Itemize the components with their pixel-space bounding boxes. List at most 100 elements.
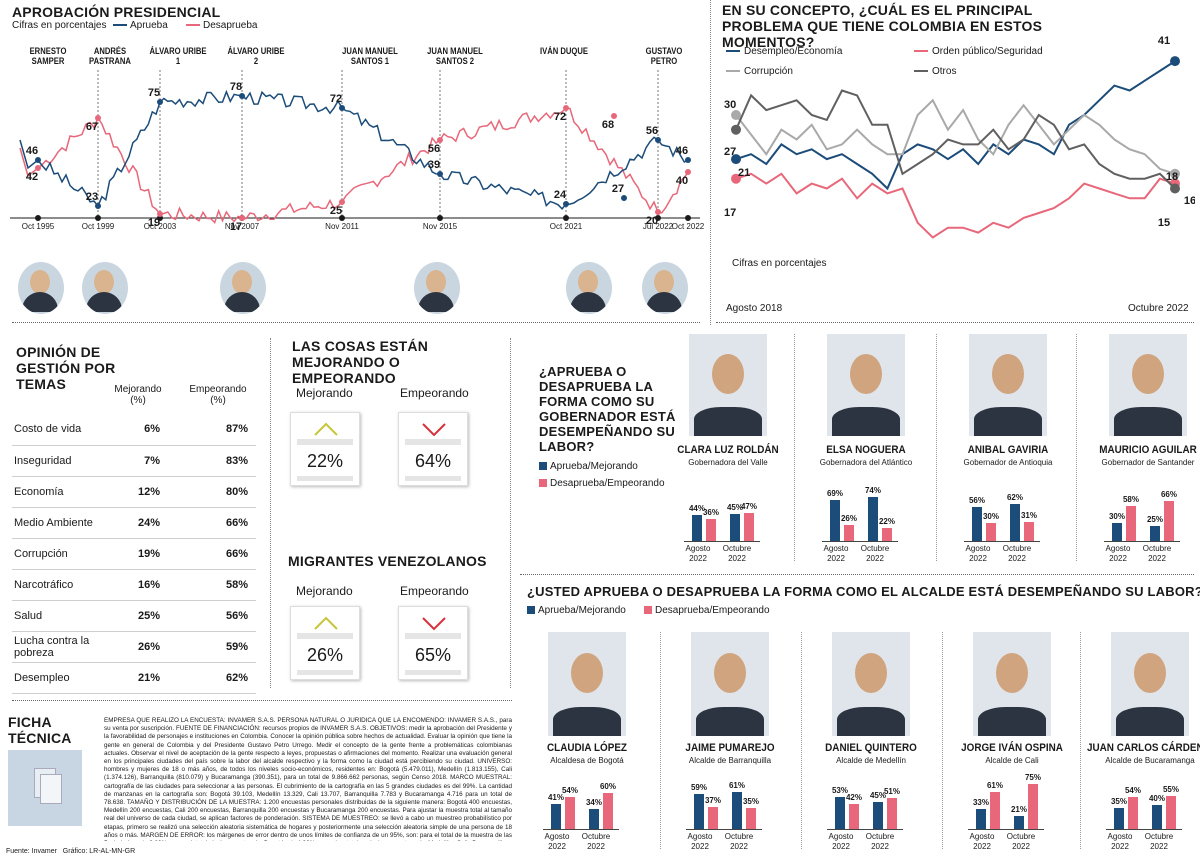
series-line-approve	[19, 89, 689, 211]
bar-value: 37%	[704, 795, 721, 805]
approval-legend-approve: Aprueba	[113, 20, 168, 31]
approve-bar	[1152, 805, 1162, 829]
approve-bar	[868, 496, 878, 541]
data-point	[563, 105, 569, 111]
suit-shape	[86, 292, 122, 312]
suit-shape	[224, 292, 260, 312]
suit-shape	[570, 292, 606, 312]
bar-value: 45%	[869, 791, 886, 800]
bar-baseline	[822, 541, 898, 542]
series-start-dot	[731, 154, 741, 165]
bar-x-label: Octubre 2022	[1144, 832, 1174, 851]
face-shape	[992, 354, 1024, 395]
suit-shape	[832, 407, 900, 436]
column-divider	[794, 334, 795, 561]
bar-x-label: Octubre 2022	[1006, 832, 1036, 851]
bar-value: 47%	[740, 501, 757, 511]
face-shape	[426, 270, 446, 294]
legend-label: Orden público/Seguridad	[932, 46, 1043, 57]
approve-bar	[589, 808, 599, 829]
data-point	[621, 195, 627, 201]
migrants-mej-box: 26%	[290, 606, 360, 680]
issue-worsening: 66%	[172, 538, 256, 570]
bar-value: 26%	[840, 514, 857, 524]
things-emp-value: 64%	[414, 451, 452, 471]
bar-value: 55%	[1162, 785, 1179, 794]
things-mej-box: 22%	[290, 412, 360, 486]
issue-worsening: 83%	[172, 445, 256, 477]
bar-value: 59%	[690, 782, 707, 792]
problem-series-line	[735, 172, 1176, 239]
data-point	[339, 105, 345, 111]
bar-x-label: Octubre 2022	[722, 544, 752, 563]
face-shape	[1132, 354, 1164, 395]
bar-value: 54%	[1124, 785, 1141, 795]
governors-title: ¿APRUEBA O DESAPRUEBA LA FORMA COMO SU G…	[539, 364, 676, 454]
data-label: 56	[428, 143, 440, 155]
bar-value: 61%	[986, 781, 1003, 791]
approve-bar	[830, 499, 840, 541]
person-name: DANIEL QUINTERO	[825, 742, 917, 754]
issue-name: Narcotráfico	[12, 569, 112, 601]
series-end-dot	[1170, 183, 1180, 194]
president-period: Nov 2015	[422, 222, 458, 231]
data-point	[339, 199, 345, 205]
bar-value: 69%	[826, 488, 843, 498]
issue-improving: 24%	[112, 507, 172, 539]
suit-shape	[694, 407, 762, 436]
timeline-dot	[685, 215, 691, 221]
data-label: 20	[646, 215, 658, 227]
suit-shape	[974, 407, 1042, 436]
issue-name: Economía	[12, 476, 112, 508]
arrow-up-icon	[314, 616, 338, 630]
disapprove-bar	[887, 798, 897, 829]
legend-label: Corrupción	[744, 66, 793, 77]
data-point	[95, 115, 101, 121]
person-name: CLARA LUZ ROLDÁN	[677, 444, 779, 456]
suit-shape	[1114, 407, 1182, 436]
president-photo	[566, 262, 612, 314]
president-period: Oct 2003	[143, 222, 177, 231]
bar-value: 30%	[1108, 512, 1125, 521]
column-divider	[1080, 632, 1081, 849]
person-name: CLAUDIA LÓPEZ	[547, 742, 627, 754]
issues-col2-header: Empeorando (%)	[189, 384, 247, 406]
disapprove-bar	[1166, 796, 1176, 829]
person-role: Alcalde de Bucaramanga	[1105, 756, 1195, 765]
issue-improving: 12%	[112, 476, 172, 508]
series-start-dot	[731, 110, 741, 120]
disapprove-bar	[603, 793, 613, 829]
bar-value: 61%	[728, 781, 745, 791]
timeline-dot	[95, 215, 101, 221]
data-label: 19	[148, 217, 160, 229]
person-photo	[689, 334, 767, 436]
issue-improving: 25%	[112, 600, 172, 632]
president-name: IVÁN DUQUE	[539, 46, 589, 56]
issue-name: Medio Ambiente	[12, 507, 112, 539]
face-shape	[232, 270, 252, 294]
person-role: Gobernadora del Valle	[688, 458, 768, 467]
data-label: 46	[676, 145, 688, 157]
legend-disapprove-label: Desaprueba	[203, 20, 258, 31]
issue-improving: 19%	[112, 538, 172, 570]
mayors-legend-a: Aprueba/Mejorando	[527, 605, 626, 616]
bar-x-label: Octubre 2022	[1002, 544, 1032, 563]
approve-bar	[873, 802, 883, 829]
face-shape	[578, 270, 598, 294]
legend-swatch	[914, 50, 928, 53]
bar-baseline	[543, 829, 619, 830]
problem-series-line	[735, 98, 1176, 175]
problem-series-line	[735, 60, 1176, 191]
data-label: 25	[330, 205, 342, 217]
table-row: Medio Ambiente 24% 66%	[12, 507, 256, 539]
president-name: ERNESTO SAMPER	[29, 46, 67, 66]
migrants-emp-box: 65%	[398, 606, 468, 680]
face-shape	[712, 354, 744, 395]
migrants-mej-label: Mejorando	[296, 584, 353, 598]
data-label: 46	[26, 145, 38, 157]
arrow-down-icon	[422, 423, 446, 437]
disapprove-bar	[744, 512, 754, 541]
bar-value: 42%	[845, 792, 862, 802]
column-divider	[1076, 334, 1077, 561]
